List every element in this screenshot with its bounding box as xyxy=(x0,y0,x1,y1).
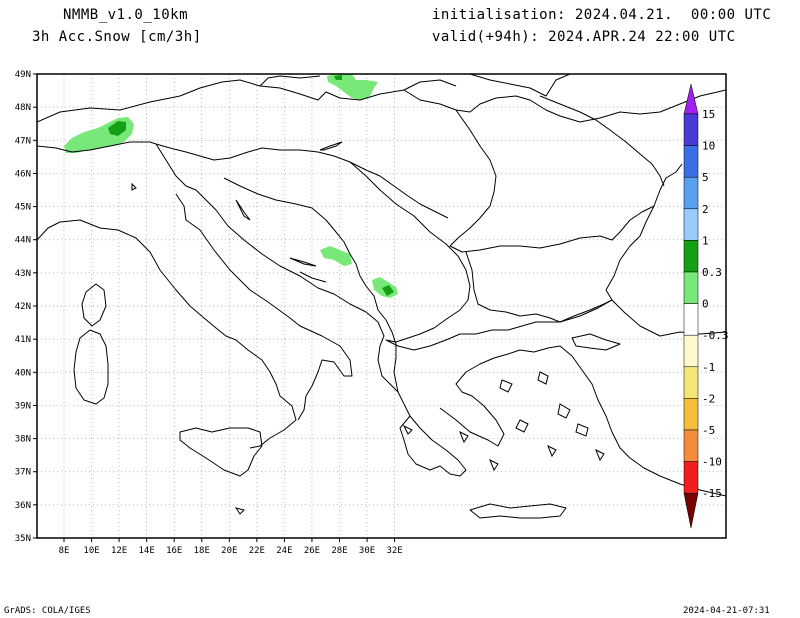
lon-label: 16E xyxy=(166,546,182,556)
snow-area-carpathians xyxy=(327,74,378,100)
border-albania xyxy=(377,309,399,393)
colorbar-segment xyxy=(683,366,699,399)
colorbar-label: -15 xyxy=(702,487,722,500)
lat-label: 41N xyxy=(15,335,31,345)
border-italy-north xyxy=(37,141,187,187)
islands xyxy=(131,141,605,515)
colorbar-label: -2 xyxy=(702,392,715,405)
snow-area-carpathians-core xyxy=(334,75,342,80)
coastline-sardinia xyxy=(73,329,109,405)
snow-area-montenegro-core xyxy=(382,285,394,296)
lon-label: 30E xyxy=(359,546,375,556)
lat-label: 47N xyxy=(15,136,31,146)
coastline-crete xyxy=(469,503,567,519)
lon-label: 10E xyxy=(83,546,99,556)
border-slovenia-croatia xyxy=(155,143,449,219)
colorbar-label: 5 xyxy=(702,171,709,184)
snow-areas xyxy=(64,74,398,298)
coastline-italy-west xyxy=(37,219,297,449)
model-title: NMMB_v1.0_10km xyxy=(63,7,189,23)
colorbar-segment xyxy=(683,429,699,462)
snow-area-alps-core xyxy=(108,121,126,136)
lon-label: 22E xyxy=(249,546,265,556)
colorbar-segment xyxy=(683,398,699,431)
lat-label: 36N xyxy=(15,501,31,511)
lon-label: 28E xyxy=(331,546,347,556)
border-poland xyxy=(469,74,571,97)
coastline-turkey xyxy=(559,345,726,497)
border-serbia xyxy=(349,161,471,343)
colorbar-segment xyxy=(683,240,699,273)
colorbar-label: 15 xyxy=(702,108,715,121)
lon-label: 14E xyxy=(139,546,155,556)
colorbar-segment xyxy=(683,334,699,368)
lon-label: 20E xyxy=(221,546,237,556)
colorbar-segment xyxy=(683,271,699,304)
grid-lines xyxy=(37,74,726,538)
colorbar-segment xyxy=(683,145,699,178)
colorbar-label: 10 xyxy=(702,140,715,153)
coastline-marmara xyxy=(571,333,621,351)
coastline-sicily xyxy=(179,427,263,477)
lat-label: 46N xyxy=(15,169,31,179)
border-greece-north xyxy=(385,321,560,351)
colorbar: 15 10 5 2 1 0.3 0 -0.3 -1 -2 -5 -10 -15 xyxy=(683,83,729,529)
lat-label: 40N xyxy=(15,368,31,378)
colorbar-label: -1 xyxy=(702,361,715,374)
colorbar-label: -0.3 xyxy=(702,329,729,342)
lat-label: 49N xyxy=(15,70,31,80)
colorbar-segment xyxy=(683,176,699,210)
lat-label: 42N xyxy=(15,302,31,312)
lat-label: 39N xyxy=(15,401,31,411)
lon-axis: 8E 10E 12E 14E 16E 18E 20E 22E 24E 26E 28E 30E 32E xyxy=(59,538,403,556)
lon-label: 12E xyxy=(111,546,127,556)
coastline-croatia xyxy=(185,185,399,393)
init-time: initialisation: 2024.04.21. 00:00 UTC xyxy=(432,7,772,23)
lon-label: 24E xyxy=(276,546,292,556)
lat-label: 48N xyxy=(15,103,31,113)
colorbar-label: 0 xyxy=(702,298,709,311)
border-bosnia xyxy=(223,177,379,311)
colorbar-label: -5 xyxy=(702,424,715,437)
colorbar-top-arrow xyxy=(683,83,699,115)
valid-time: valid(+94h): 2024.APR.24 22:00 UTC xyxy=(432,29,736,45)
colorbar-segment xyxy=(683,208,699,241)
lat-label: 38N xyxy=(15,435,31,445)
coastline-greece xyxy=(397,345,561,477)
map-outlines xyxy=(37,74,726,519)
lon-label: 32E xyxy=(386,546,402,556)
colorbar-segment xyxy=(683,461,699,494)
lon-label: 18E xyxy=(194,546,210,556)
lon-label: 26E xyxy=(304,546,320,556)
colorbar-label: -10 xyxy=(702,456,722,469)
footer-timestamp: 2024-04-21-07:31 xyxy=(683,606,770,616)
lat-label: 35N xyxy=(15,534,31,544)
field-title: 3h Acc.Snow [cm/3h] xyxy=(32,29,202,45)
colorbar-label: 0.3 xyxy=(702,266,722,279)
colorbar-segment xyxy=(683,113,699,146)
border-romania xyxy=(449,109,655,253)
lat-label: 43N xyxy=(15,269,31,279)
colorbar-bottom-arrow xyxy=(683,492,699,529)
colorbar-label: 1 xyxy=(702,234,709,247)
lat-axis: 49N 48N 47N 46N 45N 44N 43N 42N 41N 40N 39N 38N 37N 3… xyxy=(15,70,37,544)
colorbar-label: 2 xyxy=(702,203,709,216)
coastline-corsica xyxy=(81,283,107,327)
colorbar-segment xyxy=(683,303,699,336)
border-ukraine-moldova xyxy=(539,95,665,187)
lat-label: 44N xyxy=(15,236,31,246)
lat-label: 37N xyxy=(15,468,31,478)
border-austria-hungary xyxy=(37,79,457,123)
footer-grads: GrADS: COLA/IGES xyxy=(4,606,91,616)
lon-label: 8E xyxy=(59,546,70,556)
coastline-italy-east xyxy=(175,193,353,421)
snow-area-bosnia xyxy=(320,246,352,266)
border-bulgaria xyxy=(465,251,613,323)
lat-label: 45N xyxy=(15,203,31,213)
